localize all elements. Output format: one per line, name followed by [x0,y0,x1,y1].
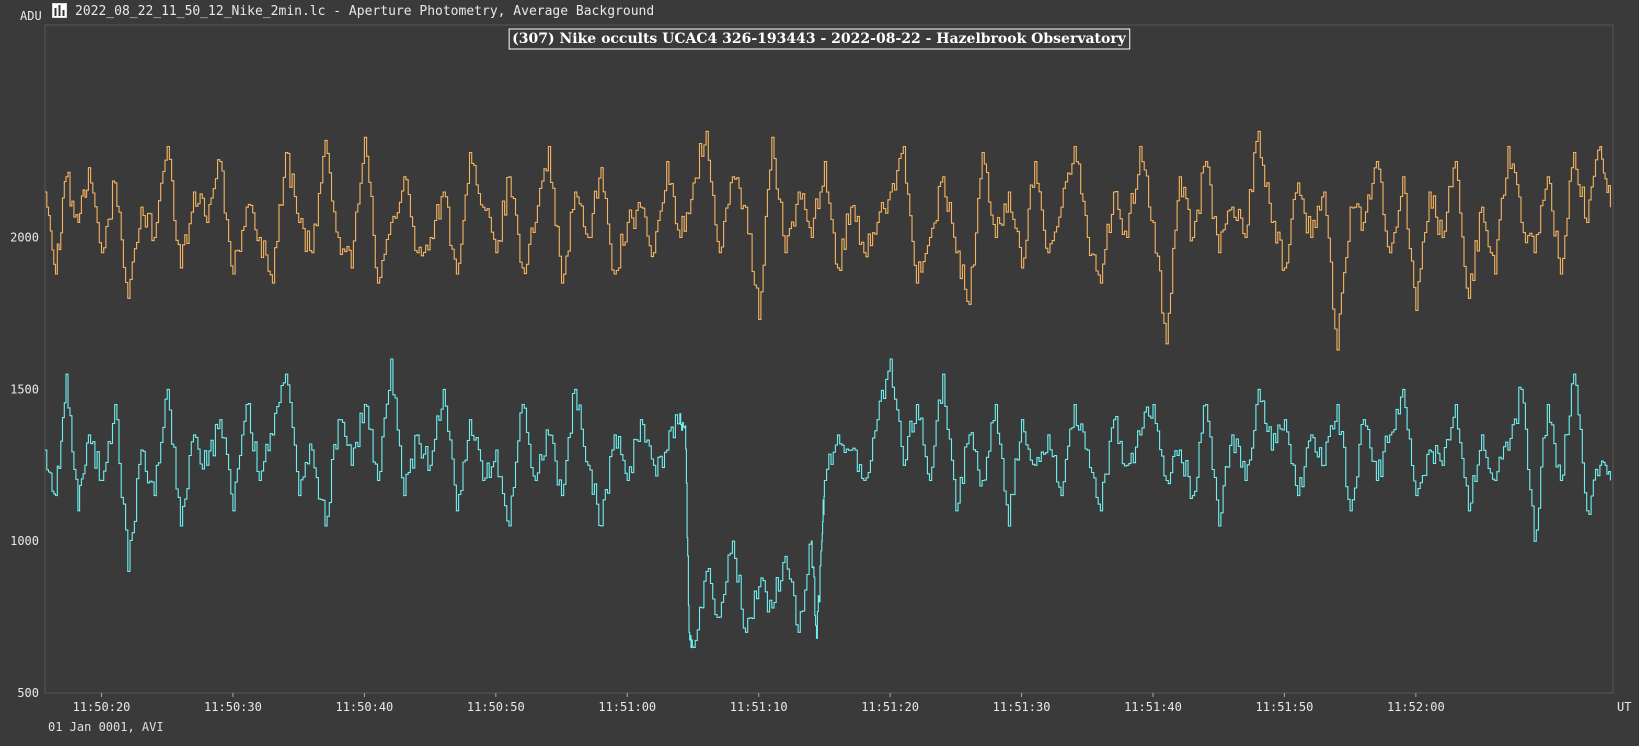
x-tick-label: 11:51:00 [598,700,656,714]
chart-title-box: (307) Nike occults UCAC4 326-193443 - 20… [508,28,1131,50]
target-star-series-line [45,130,1611,351]
x-axis-label: UT [1617,700,1631,714]
x-tick-label: 11:51:20 [861,700,919,714]
comparison-series-line [45,358,1611,649]
series-layer [45,130,1611,649]
y-axis-label: ADU [20,9,42,23]
plot-area [44,24,1614,694]
x-tick-label: 11:50:40 [335,700,393,714]
x-tick-label: 11:50:50 [467,700,525,714]
x-tick-label: 11:51:10 [730,700,788,714]
window-title: 2022_08_22_11_50_12_Nike_2min.lc - Apert… [75,4,655,19]
x-tick-label: 11:51:40 [1124,700,1182,714]
y-tick-label: 1500 [10,382,39,396]
chart-title: (307) Nike occults UCAC4 326-193443 - 20… [512,31,1127,47]
x-tick-label: 11:51:30 [993,700,1051,714]
plot-frame [44,24,1614,694]
chart-title-frame [508,28,1131,50]
y-tick-label: 2000 [10,231,39,245]
chart-app-icon [52,3,67,18]
x-tick-label: 11:50:30 [204,700,262,714]
y-tick-label: 500 [17,686,39,700]
axis-ticks: 500 1000 1500 2000 11:50:20 11:50:30 11:50:40 1… [10,231,1445,714]
date-label: 01 Jan 0001, AVI [48,720,164,734]
y-tick-label: 1000 [10,534,39,548]
x-tick-label: 11:51:50 [1256,700,1314,714]
x-tick-label: 11:52:00 [1387,700,1445,714]
x-tick-label: 11:50:20 [73,700,131,714]
window-header: 2022_08_22_11_50_12_Nike_2min.lc - Apert… [0,0,1639,24]
